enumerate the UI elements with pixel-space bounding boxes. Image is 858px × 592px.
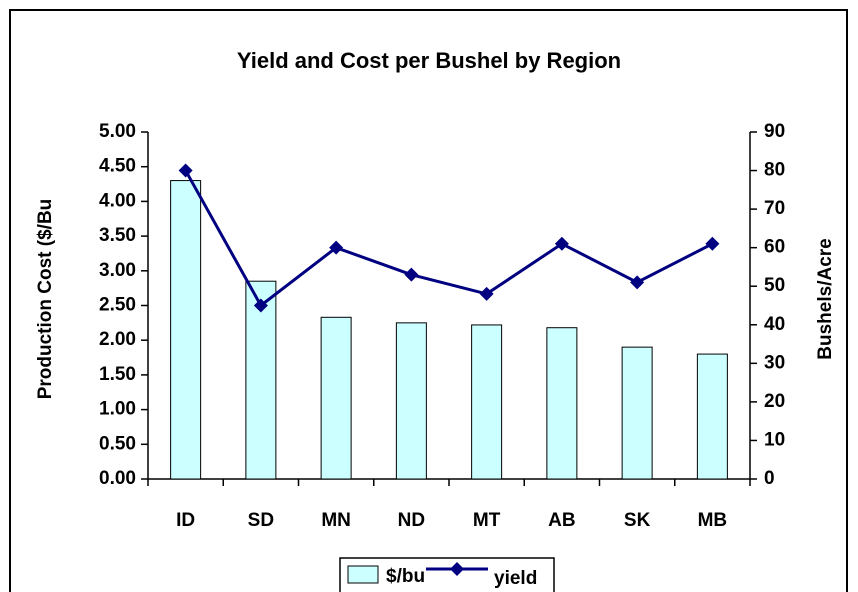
y2-tick-label: 20: [764, 391, 785, 412]
y2-tick-label: 70: [764, 198, 785, 219]
y-tick-label: 2.50: [99, 295, 136, 316]
x-tick-label: MN: [321, 510, 351, 531]
legend-swatch: [347, 565, 379, 584]
line-marker: [329, 240, 344, 255]
y2-tick-label: 60: [764, 237, 785, 258]
y2-tick-label: 90: [764, 121, 785, 142]
y2-tick-label: 40: [764, 314, 785, 335]
x-tick-label: AB: [548, 510, 575, 531]
bar: [245, 280, 277, 480]
legend-marker: [450, 562, 464, 576]
y2-tick-label: 50: [764, 275, 785, 296]
legend-label: yield: [494, 568, 537, 589]
line-marker: [630, 275, 645, 290]
line-marker: [479, 286, 494, 301]
bar: [621, 346, 653, 480]
bar: [696, 353, 728, 480]
bar: [471, 324, 503, 480]
y2-axis-label: Bushels/Acre: [815, 238, 836, 359]
y-tick-label: 3.50: [99, 225, 136, 246]
y-tick-label: 3.00: [99, 260, 136, 281]
y-axis-label: Production Cost ($/Bu: [35, 199, 56, 400]
x-tick-label: ND: [398, 510, 425, 531]
x-tick-label: SK: [624, 510, 651, 531]
y-tick-label: 1.00: [99, 399, 136, 420]
y2-tick-label: 30: [764, 352, 785, 373]
bar: [546, 327, 578, 480]
bar: [170, 180, 202, 480]
x-tick-label: ID: [176, 510, 195, 531]
line: [184, 169, 714, 308]
y-tick-label: 5.00: [99, 121, 136, 142]
y2-tick-label: 0: [764, 468, 775, 489]
y2-tick-label: 10: [764, 429, 785, 450]
line-marker: [705, 236, 720, 251]
x-tick-label: SD: [248, 510, 274, 531]
chart-title: Yield and Cost per Bushel by Region: [237, 48, 621, 73]
bar: [320, 316, 352, 480]
chart-frame: [9, 9, 848, 592]
y2-tick-label: 80: [764, 160, 785, 181]
y-tick-label: 2.00: [99, 329, 136, 350]
x-tick-label: MB: [698, 510, 728, 531]
y-tick-label: 4.50: [99, 156, 136, 177]
y-tick-label: 0.00: [99, 468, 136, 489]
y-tick-label: 0.50: [99, 433, 136, 454]
legend-label: $/bu: [386, 566, 425, 587]
line-marker: [253, 298, 268, 313]
y-tick-label: 4.00: [99, 190, 136, 211]
line-marker: [178, 163, 193, 178]
y-tick-label: 1.50: [99, 364, 136, 385]
x-tick-label: MT: [473, 510, 501, 531]
line-marker: [404, 267, 419, 282]
line-marker: [554, 236, 569, 251]
bar: [395, 322, 427, 480]
